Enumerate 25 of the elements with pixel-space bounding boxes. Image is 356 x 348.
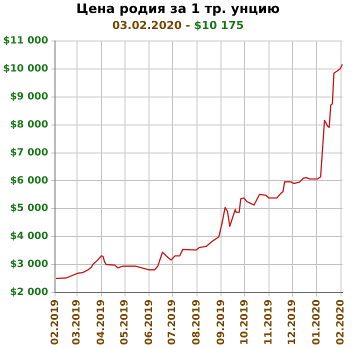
- x-tick-label: 01.2020: [311, 299, 322, 345]
- x-tick-label: 12.2019: [287, 299, 298, 345]
- x-tick-label: 05.2019: [119, 299, 130, 345]
- x-tick-label: 02.2019: [50, 299, 61, 345]
- x-tick-label: 04.2019: [96, 299, 108, 345]
- x-tick-label: 10.2019: [239, 299, 250, 345]
- y-tick-label: $6 000: [10, 175, 48, 186]
- chart-subtitle: 03.02.2020 - $10 175: [112, 19, 244, 32]
- y-tick-label: $5 000: [10, 203, 48, 214]
- y-tick-label: $10 000: [2, 64, 48, 75]
- x-tick-label: 02.2020: [336, 299, 347, 345]
- y-tick-label: $4 000: [10, 231, 48, 242]
- y-tick-label: $8 000: [10, 119, 48, 130]
- x-tick-label: 08.2019: [192, 299, 203, 345]
- x-tick-label: 07.2019: [167, 299, 178, 345]
- x-tick-label: 06.2019: [144, 299, 155, 345]
- x-tick-label: 03.2019: [72, 299, 83, 345]
- y-tick-label: $3 000: [10, 259, 48, 270]
- x-tick-label: 11.2019: [264, 299, 275, 345]
- y-tick-label: $11 000: [2, 36, 48, 47]
- chart-title: Цена родия за 1 тр. унцию: [75, 2, 281, 17]
- y-tick-label: $9 000: [10, 91, 48, 102]
- y-tick-label: $7 000: [10, 147, 48, 158]
- x-tick-label: 09.2019: [216, 299, 227, 345]
- y-tick-label: $2 000: [10, 287, 48, 298]
